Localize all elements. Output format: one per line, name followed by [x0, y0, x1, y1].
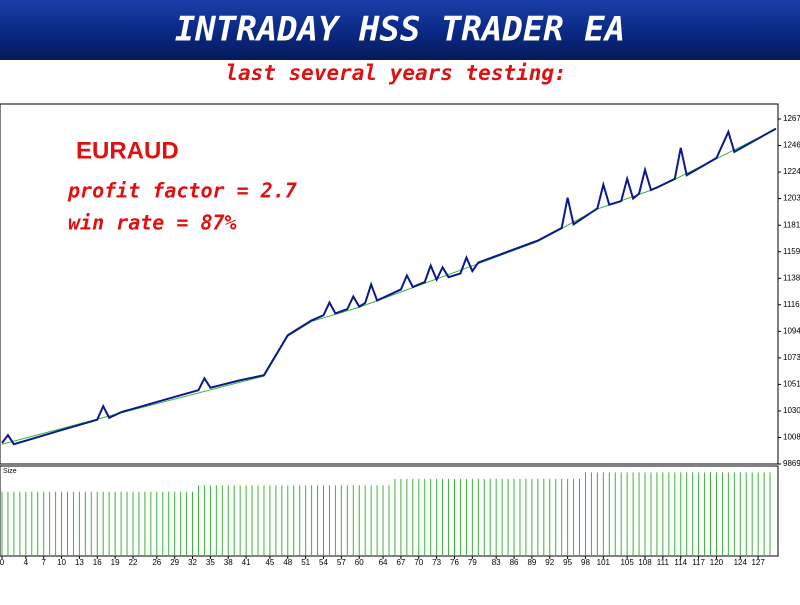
x-tick-label: 35 [206, 558, 215, 567]
y-tick-label: 12462 [783, 141, 800, 150]
y-tick-label: 10517 [783, 380, 800, 389]
x-tick-label: 117 [692, 558, 705, 567]
y-tick-label: 10949 [783, 326, 800, 335]
series-line [1, 127, 777, 446]
x-tick-label: 38 [224, 558, 233, 567]
x-tick-label: 79 [468, 558, 477, 567]
annotation: win rate = 87% [68, 211, 237, 235]
x-tick-label: 45 [265, 558, 274, 567]
x-tick-label: 7 [41, 558, 46, 567]
y-tick-label: 12678 [783, 114, 800, 123]
y-tick-label: 11597 [783, 247, 800, 256]
x-tick-label: 108 [638, 558, 652, 567]
x-tick-label: 86 [510, 558, 519, 567]
x-tick-label: 57 [337, 558, 346, 567]
x-tick-label: 105 [620, 558, 634, 567]
x-tick-label: 41 [242, 558, 251, 567]
header-banner [0, 0, 800, 60]
x-tick-label: 120 [710, 558, 724, 567]
plot-area [0, 103, 779, 465]
title: INTRADAY HSS TRADER EA [175, 10, 625, 50]
x-tick-label: 73 [432, 558, 441, 567]
size-label: Size [3, 468, 17, 475]
x-tick-label: 10 [57, 558, 66, 567]
x-tick-label: 51 [301, 558, 310, 567]
x-tick-label: 32 [188, 558, 197, 567]
x-tick-label: 95 [563, 558, 572, 567]
y-tick-label: 9869 [783, 459, 800, 468]
x-tick-label: 0 [0, 558, 5, 567]
x-tick-label: 26 [152, 558, 161, 567]
x-tick-label: 127 [751, 558, 765, 567]
x-tick-label: 4 [24, 558, 29, 567]
subtitle: last several years testing: [225, 61, 566, 85]
y-tick-label: 11165 [783, 300, 800, 309]
x-tick-label: 60 [355, 558, 364, 567]
x-tick-label: 98 [581, 558, 590, 567]
annotation: profit factor = 2.7 [67, 179, 297, 203]
x-tick-label: 22 [129, 558, 138, 567]
annotation: EURAUD [76, 137, 179, 164]
x-tick-label: 64 [379, 558, 388, 567]
y-tick-label: 12246 [783, 167, 800, 176]
x-tick-label: 19 [111, 558, 120, 567]
x-tick-label: 114 [674, 558, 687, 567]
x-tick-label: 70 [414, 558, 423, 567]
y-tick-label: 12030 [783, 194, 800, 203]
x-tick-label: 76 [450, 558, 459, 567]
y-tick-label: 10733 [783, 353, 800, 362]
x-tick-label: 54 [319, 558, 328, 567]
x-tick-label: 111 [657, 558, 670, 567]
x-tick-label: 101 [597, 558, 611, 567]
x-tick-label: 83 [492, 558, 501, 567]
x-tick-label: 29 [170, 558, 179, 567]
y-tick-label: 10085 [783, 433, 800, 442]
x-tick-label: 124 [734, 558, 748, 567]
y-tick-label: 11813 [783, 220, 800, 229]
x-tick-label: 13 [75, 558, 84, 567]
x-tick-label: 92 [545, 558, 554, 567]
x-tick-label: 48 [283, 558, 292, 567]
x-tick-label: 67 [396, 558, 405, 567]
x-tick-label: 16 [93, 558, 102, 567]
x-tick-label: 89 [527, 558, 536, 567]
